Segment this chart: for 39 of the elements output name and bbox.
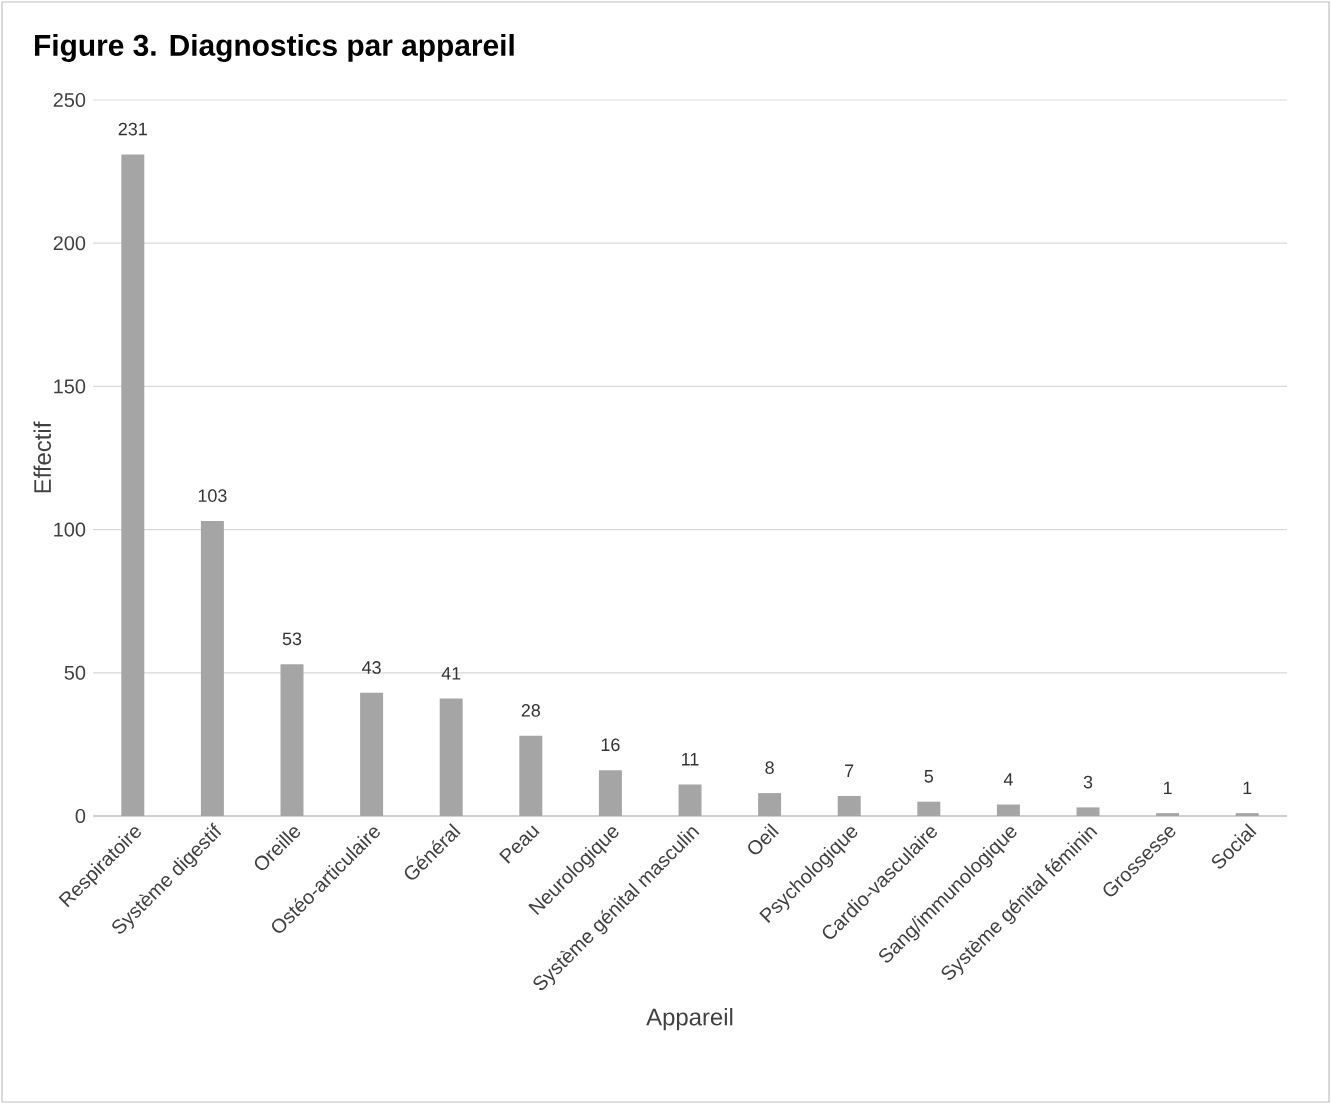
bar bbox=[678, 784, 702, 816]
data-label: 103 bbox=[198, 489, 227, 502]
bar bbox=[1156, 813, 1180, 816]
data-label: 7 bbox=[845, 764, 854, 777]
bar bbox=[280, 664, 304, 816]
x-axis-title: Appareil bbox=[646, 1007, 733, 1031]
y-tick-label: 50 bbox=[64, 665, 86, 680]
bar bbox=[917, 801, 941, 816]
data-label: 231 bbox=[118, 122, 147, 136]
data-label: 16 bbox=[601, 738, 620, 752]
y-tick-label: 200 bbox=[53, 236, 86, 251]
bar bbox=[1235, 813, 1259, 816]
data-label: 4 bbox=[1003, 773, 1013, 786]
chart-title: Figure 3. Diagnostics par appareil bbox=[35, 33, 514, 62]
data-label: 43 bbox=[362, 661, 381, 674]
data-label: 3 bbox=[1083, 775, 1093, 789]
data-label: 8 bbox=[765, 761, 774, 775]
data-label: 28 bbox=[521, 704, 540, 717]
y-tick-label: 100 bbox=[54, 522, 86, 537]
bar bbox=[519, 735, 543, 816]
data-label: 11 bbox=[682, 753, 699, 766]
y-tick-label: 150 bbox=[54, 379, 86, 394]
bar bbox=[996, 804, 1020, 816]
data-label: 1 bbox=[1243, 781, 1252, 795]
bar bbox=[1076, 807, 1100, 816]
y-tick-label: 0 bbox=[75, 808, 86, 824]
y-tick-label: 250 bbox=[53, 92, 86, 108]
bar bbox=[598, 770, 622, 816]
bar bbox=[837, 795, 861, 816]
bar bbox=[758, 793, 782, 816]
bar bbox=[439, 698, 463, 816]
y-axis-title: Effectif bbox=[33, 421, 52, 493]
data-label: 53 bbox=[282, 632, 302, 646]
bar bbox=[360, 692, 384, 816]
data-label: 1 bbox=[1164, 781, 1172, 795]
bar bbox=[200, 521, 224, 816]
data-label: 5 bbox=[924, 770, 934, 783]
bar bbox=[121, 154, 145, 816]
data-label: 41 bbox=[441, 667, 461, 680]
